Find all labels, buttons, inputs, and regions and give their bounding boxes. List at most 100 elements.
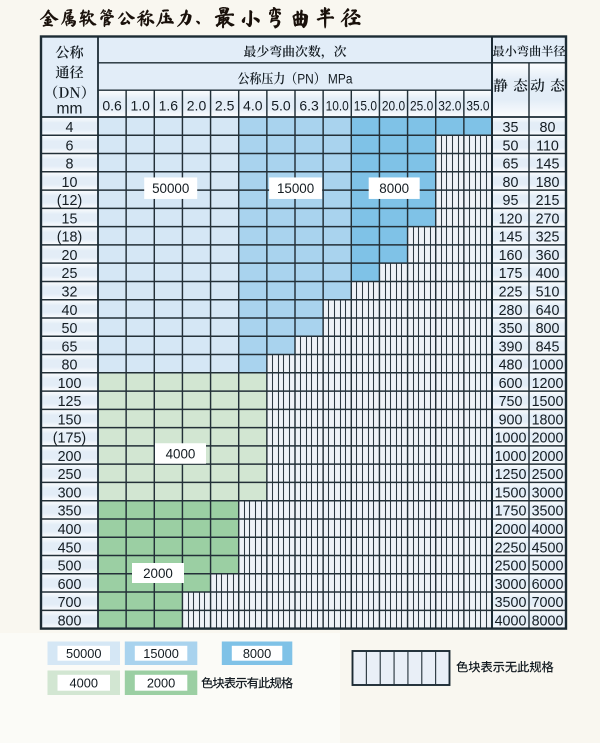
svg-text:200: 200: [58, 449, 82, 465]
svg-text:110: 110: [536, 138, 559, 154]
svg-text:270: 270: [536, 211, 560, 227]
svg-text:2.0: 2.0: [187, 98, 207, 114]
svg-text:640: 640: [536, 303, 560, 319]
svg-text:800: 800: [58, 613, 82, 629]
svg-text:160: 160: [499, 248, 523, 264]
svg-text:510: 510: [536, 284, 560, 300]
svg-text:10: 10: [62, 175, 78, 191]
svg-text:6: 6: [66, 138, 74, 154]
svg-text:1200: 1200: [532, 376, 564, 392]
svg-text:2000: 2000: [143, 566, 173, 581]
svg-text:80: 80: [62, 358, 78, 374]
svg-text:15: 15: [62, 211, 78, 227]
svg-text:80: 80: [503, 175, 519, 191]
svg-text:390: 390: [499, 339, 523, 355]
svg-text:2250: 2250: [495, 540, 527, 556]
svg-text:32.0: 32.0: [438, 98, 461, 114]
svg-text:600: 600: [58, 577, 82, 593]
svg-text:8000: 8000: [243, 646, 271, 661]
svg-text:150: 150: [58, 412, 82, 428]
svg-text:100: 100: [58, 376, 82, 392]
svg-text:3500: 3500: [495, 595, 527, 611]
svg-text:215: 215: [536, 193, 560, 209]
svg-text:350: 350: [499, 321, 523, 337]
svg-text:1500: 1500: [532, 394, 564, 410]
svg-text:8000: 8000: [379, 181, 409, 196]
svg-text:2000: 2000: [495, 522, 527, 538]
svg-text:10.0: 10.0: [326, 98, 349, 114]
svg-text:845: 845: [536, 339, 560, 355]
svg-text:175: 175: [499, 266, 523, 282]
svg-text:65: 65: [62, 339, 78, 355]
svg-text:800: 800: [536, 321, 560, 337]
svg-text:450: 450: [58, 540, 82, 556]
svg-text:1.6: 1.6: [159, 98, 179, 114]
svg-text:4500: 4500: [532, 540, 564, 556]
svg-text:1250: 1250: [495, 467, 527, 483]
svg-text:300: 300: [58, 485, 82, 501]
svg-text:250: 250: [58, 467, 82, 483]
svg-text:2000: 2000: [147, 675, 175, 690]
svg-text:3500: 3500: [532, 504, 564, 520]
svg-text:15.0: 15.0: [354, 98, 377, 114]
svg-text:700: 700: [58, 595, 82, 611]
svg-text:mm: mm: [57, 100, 83, 117]
svg-text:225: 225: [499, 284, 523, 300]
svg-text:PN: PN: [297, 71, 314, 87]
svg-text:80: 80: [540, 120, 556, 136]
svg-text:25.0: 25.0: [410, 98, 433, 114]
svg-text:8000: 8000: [532, 613, 564, 629]
svg-text:4000: 4000: [532, 522, 564, 538]
svg-text:1.0: 1.0: [130, 98, 150, 114]
svg-text:20.0: 20.0: [382, 98, 405, 114]
svg-text:5.0: 5.0: [271, 98, 291, 114]
svg-text:1000: 1000: [495, 449, 527, 465]
svg-text:1000: 1000: [532, 358, 564, 374]
svg-text:480: 480: [499, 358, 523, 374]
svg-text:95: 95: [503, 193, 519, 209]
svg-text:350: 350: [58, 504, 82, 520]
svg-text:750: 750: [499, 394, 523, 410]
svg-text:400: 400: [536, 266, 560, 282]
svg-text:1500: 1500: [495, 485, 527, 501]
svg-text:40: 40: [62, 303, 78, 319]
svg-text:280: 280: [499, 303, 523, 319]
svg-text:1800: 1800: [532, 412, 564, 428]
svg-text:2500: 2500: [495, 559, 527, 575]
svg-text:1750: 1750: [495, 504, 527, 520]
svg-text:50: 50: [503, 138, 519, 154]
svg-text:35: 35: [503, 120, 519, 136]
svg-text:35.0: 35.0: [466, 98, 489, 114]
svg-text:0.6: 0.6: [102, 98, 122, 114]
svg-text:15000: 15000: [143, 646, 179, 661]
svg-text:2500: 2500: [532, 467, 564, 483]
svg-text:25: 25: [62, 266, 78, 282]
svg-text:3000: 3000: [495, 577, 527, 593]
svg-text:900: 900: [499, 412, 523, 428]
svg-text:325: 325: [536, 230, 560, 246]
svg-text:MPa: MPa: [328, 71, 353, 87]
svg-text:50000: 50000: [152, 181, 189, 196]
svg-text:4000: 4000: [166, 446, 196, 461]
svg-text:4: 4: [66, 120, 74, 136]
svg-text:8: 8: [66, 157, 74, 173]
svg-text:1000: 1000: [495, 431, 527, 447]
svg-text:145: 145: [536, 157, 560, 173]
svg-text:2000: 2000: [532, 449, 564, 465]
svg-text:400: 400: [58, 522, 82, 538]
svg-text:125: 125: [58, 394, 82, 410]
svg-text:6.3: 6.3: [299, 98, 319, 114]
svg-text:(175): (175): [53, 431, 86, 447]
svg-text:32: 32: [62, 284, 78, 300]
svg-text:600: 600: [499, 376, 523, 392]
svg-text:145: 145: [499, 230, 523, 246]
svg-text:50000: 50000: [66, 646, 102, 661]
svg-text:360: 360: [536, 248, 560, 264]
svg-text:500: 500: [58, 559, 82, 575]
svg-text:4000: 4000: [70, 675, 98, 690]
svg-text:50: 50: [62, 321, 78, 337]
svg-text:(18): (18): [57, 230, 82, 246]
svg-text:2.5: 2.5: [215, 98, 235, 114]
svg-text:65: 65: [503, 157, 519, 173]
svg-text:20: 20: [62, 248, 78, 264]
